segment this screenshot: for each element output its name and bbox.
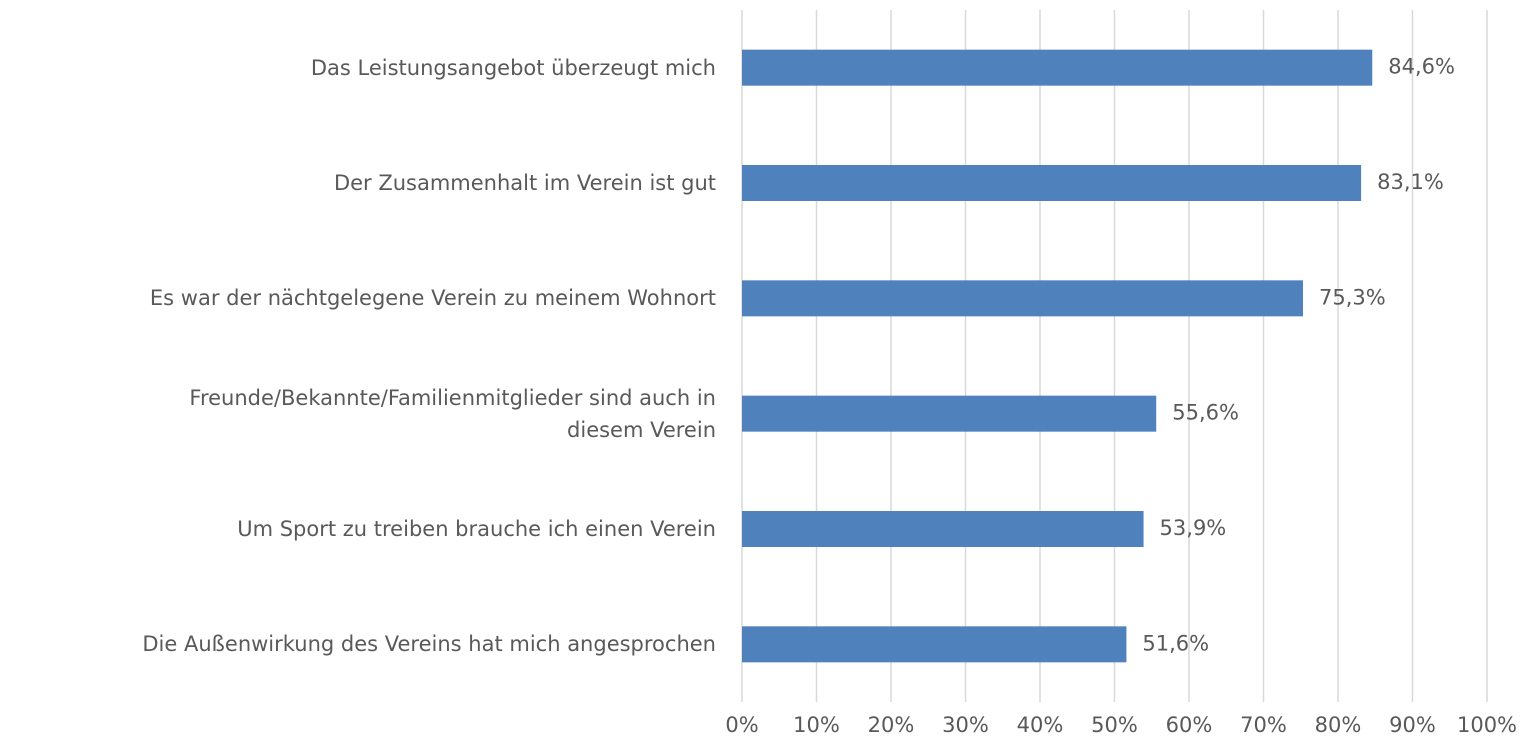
x-tick-label: 30% [942, 713, 989, 737]
x-tick-label: 0% [725, 713, 758, 737]
x-tick-label: 50% [1091, 713, 1138, 737]
y-tick-label: Der Zusammenhalt im Verein ist gut [333, 171, 716, 195]
y-tick-label: Es war der nächtgelegene Verein zu meine… [149, 286, 716, 311]
bar [742, 511, 1144, 547]
x-tick-label: 70% [1240, 713, 1287, 737]
data-label: 51,6% [1142, 631, 1209, 655]
bar [742, 626, 1127, 663]
data-label: 55,6% [1172, 401, 1239, 425]
y-tick-label: Um Sport zu treiben brauche ich einen Ve… [237, 517, 716, 541]
data-label: 84,6% [1388, 55, 1455, 79]
data-label: 83,1% [1377, 170, 1444, 194]
x-tick-label: 20% [868, 713, 915, 737]
bar [742, 49, 1373, 86]
x-tick-label: 80% [1315, 713, 1362, 737]
y-tick-label: Die Außenwirkung des Vereins hat mich an… [142, 632, 716, 657]
bar [742, 395, 1157, 432]
x-tick-label: 60% [1166, 713, 1213, 737]
x-tick-label: 10% [793, 713, 840, 737]
x-tick-label: 100% [1457, 713, 1517, 737]
bar [742, 280, 1303, 317]
x-tick-label: 90% [1389, 713, 1436, 737]
bar [742, 165, 1362, 201]
x-tick-label: 40% [1017, 713, 1064, 737]
data-label: 75,3% [1319, 285, 1386, 309]
y-tick-label: Das Leistungsangebot überzeugt mich [310, 55, 716, 80]
data-label: 53,9% [1160, 516, 1227, 540]
y-tick-label: Freunde/Bekannte/Familienmitglieder sind… [189, 385, 716, 442]
